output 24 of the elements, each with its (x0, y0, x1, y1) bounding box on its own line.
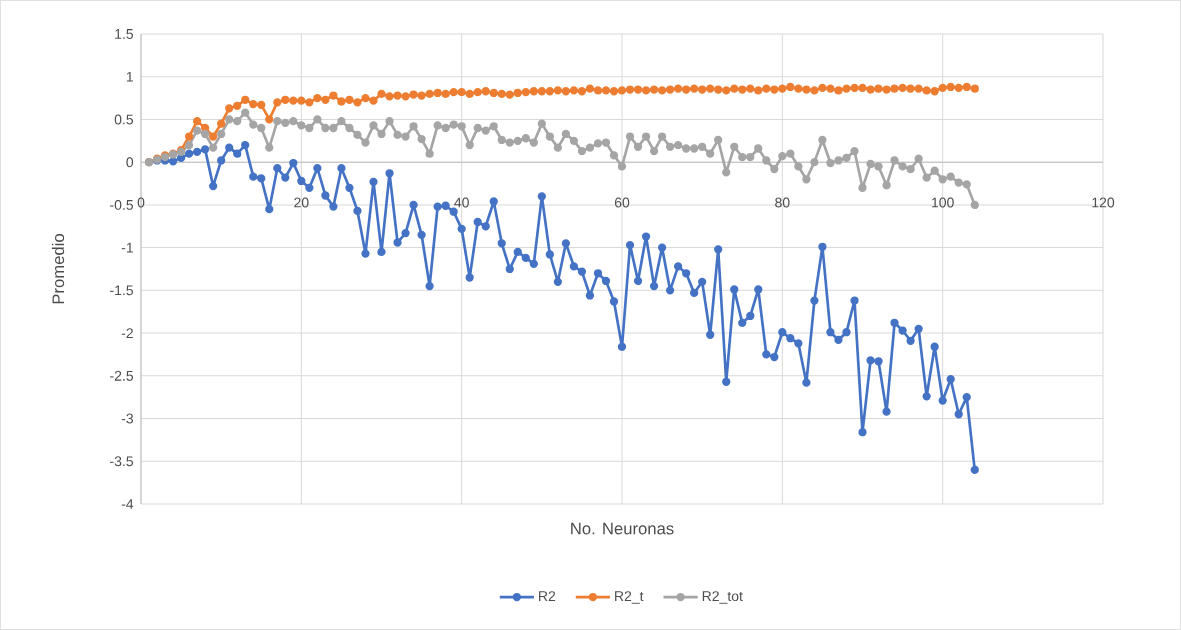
y-tick-label: -2.5 (110, 370, 134, 381)
legend-label: R2 (539, 591, 556, 601)
y-axis-title: Promedio (51, 234, 65, 304)
x-tick-label: 20 (294, 197, 309, 208)
y-tick-label: -2 (121, 328, 133, 338)
x-tick-label: 40 (454, 197, 469, 208)
legend-label: R2_tot (702, 591, 743, 604)
y-tick-label: -3 (121, 413, 134, 424)
x-tick-label: 100 (932, 197, 954, 208)
y-tick-label: -4 (121, 499, 134, 509)
y-tick-label: -1 (121, 242, 133, 253)
x-tick-label: 60 (614, 197, 630, 208)
y-tick-label: -1.5 (110, 285, 134, 296)
x-tick-label: 0 (137, 197, 145, 208)
y-tick-label: 0 (126, 157, 134, 168)
x-tick-label: 120 (1092, 197, 1115, 208)
y-tick-label: 1 (126, 71, 133, 82)
y-tick-label: -0.5 (110, 199, 134, 210)
y-tick-label: 0.5 (114, 114, 134, 125)
x-tick-label: 80 (775, 197, 790, 208)
y-tick-label: -3.5 (110, 456, 134, 467)
y-tick-label: 1.5 (115, 29, 134, 39)
x-axis-title: No. Neuronas (571, 522, 674, 535)
legend-label: R2_t (615, 591, 644, 604)
